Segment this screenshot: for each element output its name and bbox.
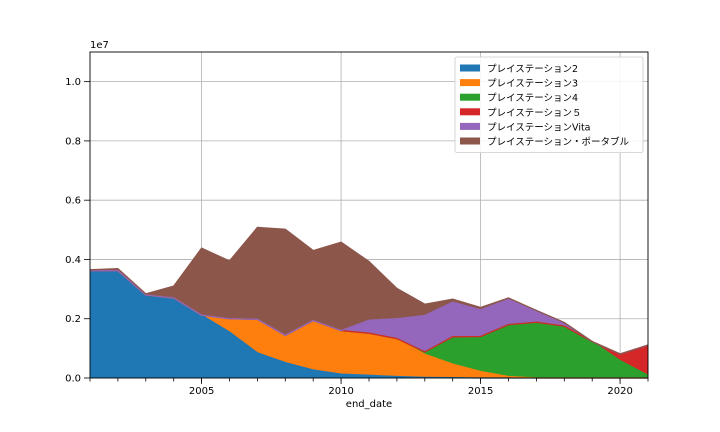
legend-swatch [460,122,480,130]
legend-label: プレイステーションVita [487,122,591,133]
legend-label: プレイステーション・ポータブル [487,136,630,148]
series-lines [89,226,649,379]
area-series [90,270,648,354]
legend-swatch [460,79,480,87]
legend-swatch [460,93,480,101]
y-tick-label: 0.6 [65,196,81,207]
x-tick-label: 2010 [328,386,353,397]
y-tick-label: 0.8 [65,136,81,147]
areas [90,227,648,378]
x-tick-label: 2015 [468,386,493,397]
area-series [90,270,648,378]
legend-label: プレイステーション５ [487,108,582,119]
area-series-edge [89,226,649,355]
y-tick-label: 1.0 [65,77,81,88]
legend-label: プレイステーション4 [487,93,578,104]
legend-label: プレイステーション2 [487,64,578,75]
x-tick-label: 2020 [607,386,632,397]
area-series [90,270,648,378]
ticks: 2005 2010 2015 2020 0.0 0.2 0.4 0.6 0.8 1.0 [65,77,649,397]
legend-swatch [460,108,480,116]
x-tick-label: 2005 [189,386,214,397]
legend-swatch [460,64,480,72]
y-tick-label: 0.0 [65,374,81,385]
legend-label: プレイステーション3 [487,79,578,90]
legend-box [454,56,644,153]
legend-swatch [460,137,480,145]
y-tick-label: 0.4 [65,255,81,266]
x-axis-label: end_date [346,399,392,410]
legend: プレイステーション2 プレイステーション3 プレイステーション4 プレイステーション５… [454,56,644,153]
y-tick-label: 0.2 [65,314,81,325]
y-offset-label: 1e7 [90,40,109,51]
area-series [90,270,648,378]
area-series [90,227,648,354]
